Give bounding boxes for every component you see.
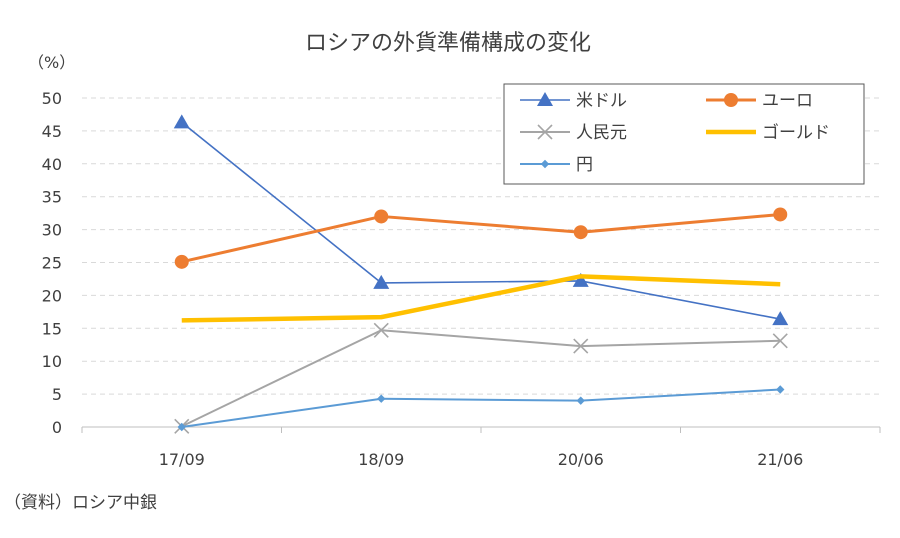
data-point [377,394,386,403]
data-point [174,254,189,269]
data-point [374,209,389,224]
data-point [573,225,588,240]
series-lines [173,114,789,434]
data-point [177,422,186,432]
legend-item: 米ドル [520,91,627,111]
data-point [572,272,589,287]
x-marker-stroke [772,333,788,349]
axes [81,426,881,433]
legend-label: 円 [576,155,593,175]
x-marker-stroke [537,124,553,140]
source-note: （資料）ロシア中銀 [4,493,157,513]
y-tick-label: 35 [42,188,62,207]
y-tick-label: 10 [42,352,62,371]
y-tick-labels: 0 5 10 15 20 25 30 35 40 45 50 [42,89,62,437]
series-line [181,388,781,428]
series-line [181,329,781,428]
data-point [776,385,785,394]
legend-item: ユーロ [706,91,813,111]
x-tick-label: 18/09 [358,450,404,469]
y-tick-label: 40 [42,155,62,174]
y-tick-label: 20 [42,286,62,305]
series-3 [181,274,781,323]
legend-label: ゴールド [762,122,830,143]
series-line [181,274,781,323]
data-point [573,338,589,354]
legend-item: 人民元 [520,123,627,143]
series-0 [173,114,789,326]
y-tick-label: 15 [42,319,62,338]
y-tick-label: 30 [42,221,62,240]
legend-item: 円 [520,155,593,175]
data-point [772,311,789,326]
legend-marker [540,159,550,169]
y-tick-label: 5 [52,385,62,404]
data-point [772,333,788,349]
data-point [773,207,788,222]
y-axis-label: （%） [28,53,75,72]
legend-marker [537,92,553,106]
legend-label: 米ドル [576,91,627,111]
y-tick-label: 45 [42,122,62,141]
data-point [576,396,585,405]
legend-label: ユーロ [762,91,813,111]
series-4 [177,385,785,432]
data-point [373,322,389,338]
data-point [373,274,390,289]
legend-marker [724,93,738,107]
x-marker-stroke [373,322,389,338]
x-tick-label: 17/09 [159,450,205,469]
series-1 [174,207,788,269]
x-marker-stroke [573,338,589,354]
series-2 [174,322,788,434]
y-tick-label: 50 [42,89,62,108]
y-tick-label: 25 [42,254,62,273]
x-tick-label: 20/06 [558,450,604,469]
x-tick-label: 21/06 [757,450,803,469]
x-tick-labels: 17/09 18/09 20/06 21/06 [159,450,804,469]
data-point [173,114,190,129]
series-line [181,121,781,320]
y-tick-label: 0 [52,418,62,437]
series-line [181,212,781,264]
legend-marker [537,124,553,140]
legend-label: 人民元 [576,123,627,143]
chart-title: ロシアの外貨準備構成の変化 [305,31,591,56]
legend-item: ゴールド [706,122,830,143]
